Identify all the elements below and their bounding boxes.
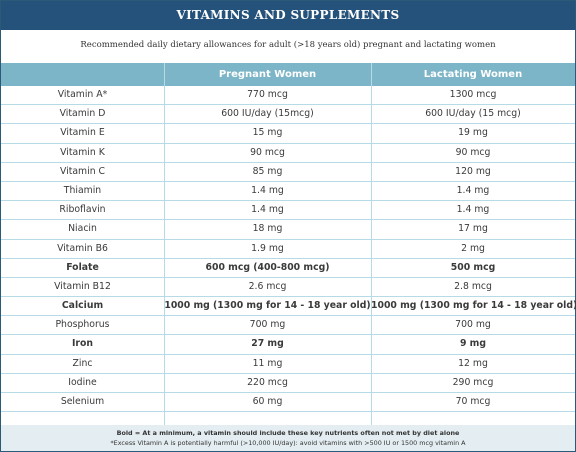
pregnant-value-cell: 11 mg [252, 357, 283, 369]
lactating-value-cell: 500 mcg [450, 261, 496, 273]
pregnant-value-cell: 700 mg [249, 319, 286, 331]
pregnant-value-cell: 1.9 mg [251, 242, 284, 254]
table-row: Thiamin 1.4 mg 1.4 mg [1, 182, 575, 202]
nutrient-cell: Folate [66, 261, 99, 273]
table-row: Iron 27 mg 9 mg [1, 335, 575, 355]
nutrient-cell: Vitamin D [59, 108, 106, 120]
pregnant-value-cell: 600 mcg (400-800 mcg) [205, 261, 330, 273]
pregnant-value-cell: 1.4 mg [251, 204, 284, 216]
pregnant-value-cell: 1000 mg (1300 mg for 14 - 18 year old) [164, 300, 371, 312]
header-lactating-women: Lactating Women [423, 69, 523, 80]
pregnant-value-cell: 770 mcg [247, 89, 288, 100]
lactating-value-cell: 70 mcg [455, 396, 491, 407]
pregnant-value-cell: 60 mg [252, 396, 283, 407]
nutrient-cell: Vitamin E [60, 127, 105, 139]
lactating-value-cell: 19 mg [458, 127, 488, 139]
lactating-value-cell: 1.4 mg [456, 184, 490, 196]
nutrient-cell: Vitamin A* [57, 89, 108, 100]
lactating-value-cell: 1300 mcg [449, 89, 497, 100]
nutrient-cell: Calcium [61, 300, 104, 312]
page-title: VITAMINS AND SUPPLEMENTS [1, 1, 575, 30]
table-row: Calcium 1000 mg (1300 mg for 14 - 18 year… [1, 297, 576, 317]
pregnant-value-cell: 27 mg [251, 338, 284, 350]
lactating-value-cell: 700 mg [455, 319, 491, 331]
table-row: Folate 600 mcg (400-800 mcg) 500 mcg [1, 259, 575, 278]
table-body: Vitamin A* 770 mcg 1300 mcg Vitamin D 600 IU… [1, 86, 576, 413]
lactating-value-cell: 600 IU/day (15 mcg) [425, 108, 521, 120]
lactating-value-cell: 1.4 mg [456, 204, 490, 216]
lactating-value-cell: 2 mg [461, 242, 485, 254]
table-row: Riboflavin 1.4 mg 1.4 mg [1, 201, 575, 221]
table-row: Vitamin K 90 mcg 90 mcg [1, 144, 575, 163]
nutrient-cell: Iodine [68, 376, 97, 388]
table-row: Niacin 18 mg 17 mg [1, 220, 575, 240]
header-pregnant-women: Pregnant Women [218, 69, 317, 80]
table-row: Vitamin C 85 mg 120 mg [1, 163, 575, 182]
nutrient-cell: Phosphorus [55, 319, 110, 331]
pregnant-value-cell: 85 mg [252, 165, 283, 177]
column-divider [371, 63, 372, 425]
table-row: Vitamin D 600 IU/day (15mcg) 600 IU/day (1… [1, 105, 575, 125]
nutrient-cell: Selenium [60, 396, 105, 407]
nutrient-cell: Iron [71, 338, 94, 350]
lactating-value-cell: 120 mg [455, 165, 491, 177]
table-subtitle: Recommended daily dietary allowances for… [80, 40, 496, 50]
pregnant-value-cell: 90 mcg [250, 146, 285, 158]
nutrient-cell: Vitamin C [59, 165, 106, 177]
pregnant-value-cell: 15 mg [252, 127, 283, 139]
lactating-value-cell: 12 mg [458, 357, 488, 369]
column-divider [164, 63, 165, 425]
pregnant-value-cell: 220 mcg [247, 376, 288, 388]
pregnant-value-cell: 2.6 mcg [248, 280, 287, 292]
lactating-value-cell: 17 mg [458, 223, 488, 235]
header-nutrient [1, 63, 164, 86]
nutrient-cell: Vitamin B6 [57, 242, 108, 254]
lactating-value-cell: 1000 mg (1300 mg for 14 - 18 year old) [371, 300, 576, 312]
table-row: Vitamin B12 2.6 mcg 2.8 mcg [1, 278, 575, 298]
footer-vitamin-a-note: *Excess Vitamin A is potentially harmful… [110, 439, 466, 447]
nutrient-cell: Zinc [72, 357, 93, 369]
pregnant-value-cell: 600 IU/day (15mcg) [221, 108, 314, 120]
nutrient-cell: Niacin [68, 223, 97, 235]
table-footer: Bold = At a minimum, a vitamin should in… [1, 425, 575, 451]
table-row: Iodine 220 mcg 290 mcg [1, 374, 575, 393]
footer-bold-note: Bold = At a minimum, a vitamin should in… [116, 429, 460, 437]
lactating-value-cell: 290 mcg [452, 376, 494, 388]
table-header: Pregnant Women Lactating Women [1, 63, 575, 86]
lactating-value-cell: 90 mcg [455, 146, 491, 158]
nutrient-cell: Riboflavin [59, 204, 106, 216]
lactating-value-cell: 9 mg [459, 338, 487, 350]
pregnant-value-cell: 18 mg [252, 223, 283, 235]
table-row: Vitamin E 15 mg 19 mg [1, 124, 575, 144]
nutrient-cell: Vitamin B12 [54, 280, 111, 292]
lactating-value-cell: 2.8 mcg [454, 280, 492, 292]
nutrient-cell: Vitamin K [60, 146, 105, 158]
table-row: Vitamin A* 770 mcg 1300 mcg [1, 86, 575, 106]
pregnant-value-cell: 1.4 mg [251, 184, 284, 196]
nutrient-cell: Thiamin [63, 184, 102, 196]
table-row: Zinc 11 mg 12 mg [1, 355, 575, 374]
table-row: Selenium 60 mg 70 mcg [1, 393, 575, 413]
table-row: Vitamin B6 1.9 mg 2 mg [1, 240, 575, 259]
table-row: Phosphorus 700 mg 700 mg [1, 316, 575, 336]
